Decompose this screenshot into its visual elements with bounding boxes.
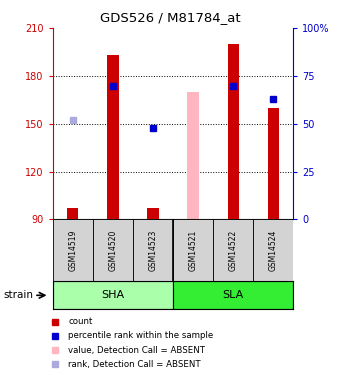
- Bar: [253, 219, 293, 281]
- Text: count: count: [68, 317, 92, 326]
- Bar: [227, 44, 239, 219]
- Text: value, Detection Call = ABSENT: value, Detection Call = ABSENT: [68, 346, 205, 355]
- Bar: [268, 108, 279, 219]
- Bar: [93, 219, 133, 281]
- Text: strain: strain: [3, 290, 33, 300]
- Text: SHA: SHA: [101, 290, 124, 300]
- Bar: [213, 219, 253, 281]
- Text: GSM14519: GSM14519: [69, 230, 77, 271]
- Text: GSM14521: GSM14521: [189, 230, 197, 271]
- Bar: [53, 219, 93, 281]
- Bar: [173, 219, 213, 281]
- Bar: [53, 281, 173, 309]
- Text: GSM14522: GSM14522: [229, 230, 238, 271]
- Bar: [147, 208, 159, 219]
- Bar: [107, 55, 119, 219]
- Bar: [67, 208, 78, 219]
- Text: rank, Detection Call = ABSENT: rank, Detection Call = ABSENT: [68, 360, 201, 369]
- Bar: [133, 219, 173, 281]
- Text: GSM14520: GSM14520: [108, 230, 117, 271]
- Text: SLA: SLA: [223, 290, 244, 300]
- Text: GDS526 / M81784_at: GDS526 / M81784_at: [100, 11, 241, 24]
- Bar: [147, 208, 159, 219]
- Text: GSM14523: GSM14523: [149, 230, 158, 271]
- Bar: [188, 92, 199, 219]
- Text: percentile rank within the sample: percentile rank within the sample: [68, 332, 213, 340]
- Text: GSM14524: GSM14524: [269, 230, 278, 271]
- Bar: [173, 281, 293, 309]
- Bar: [67, 208, 78, 219]
